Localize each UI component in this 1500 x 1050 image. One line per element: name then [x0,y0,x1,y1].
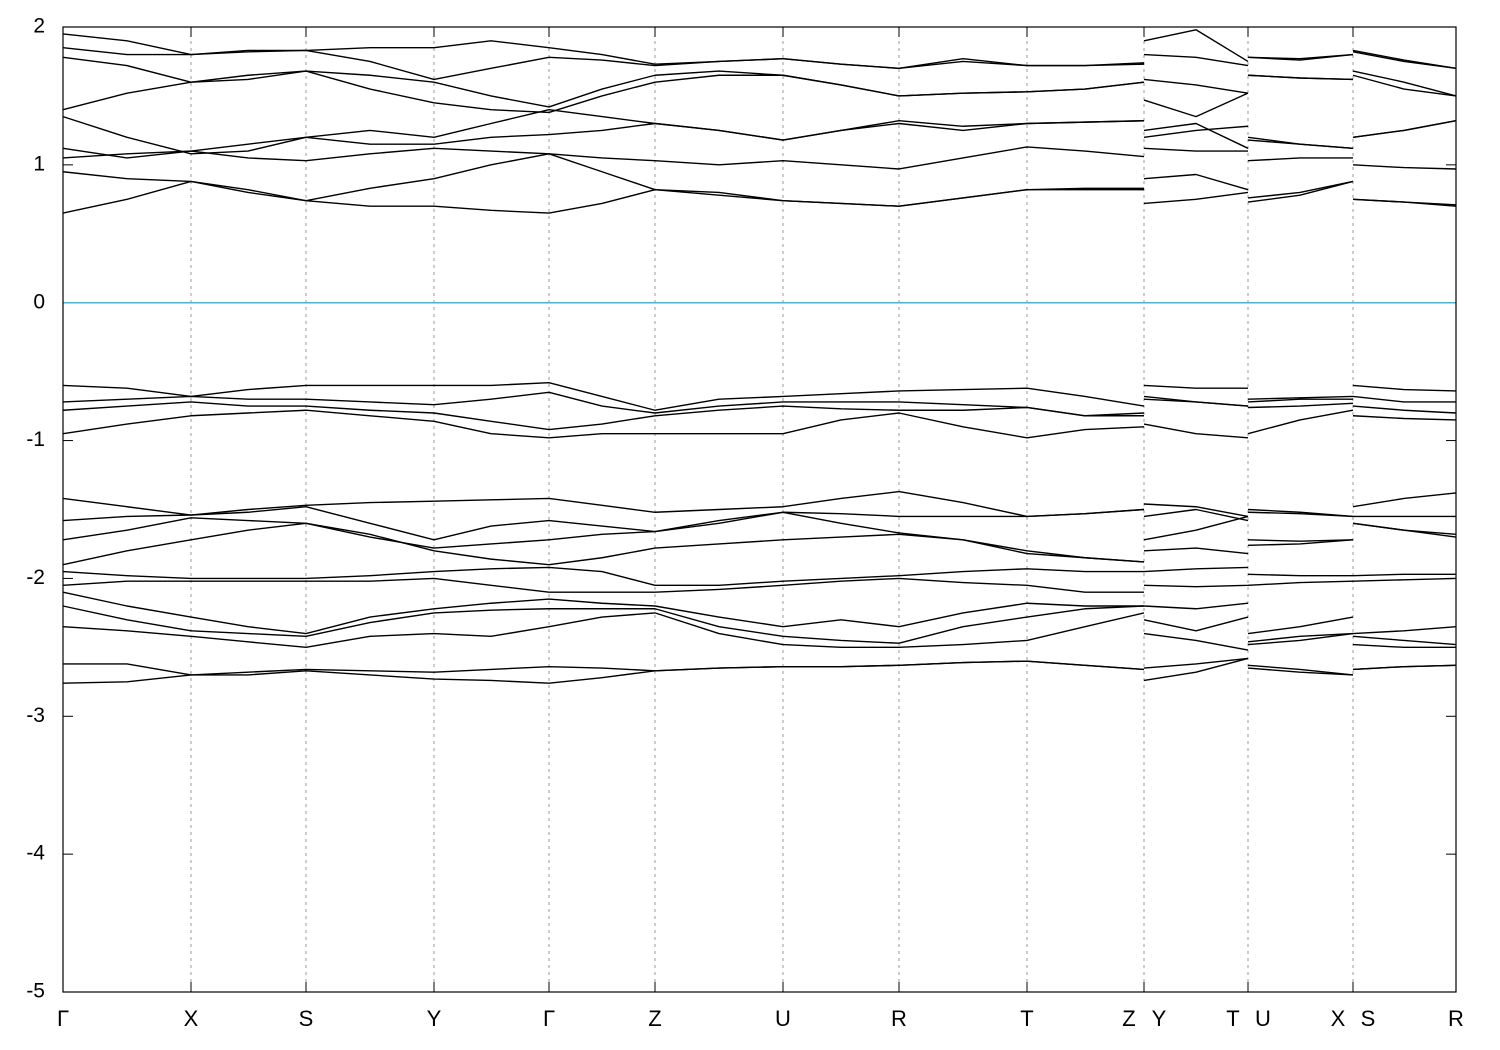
y-tick-label: -1 [26,428,45,451]
x-tick-label: U [775,1006,791,1031]
band [63,657,1457,676]
band [62,395,1457,431]
band [62,522,1457,566]
band [62,490,1457,518]
band [62,146,1457,170]
band [62,577,1457,593]
band [62,612,1456,651]
x-tick-label: Γ [543,1006,555,1031]
band [62,56,1457,108]
y-tick-label: -4 [26,842,45,865]
x-tick-label: Z [1122,1006,1135,1031]
x-tick-label: X [1331,1006,1346,1031]
band [62,46,1457,81]
band [62,566,1456,587]
band [62,409,1457,439]
band [62,381,1457,411]
x-tick-label: T [1020,1006,1033,1031]
y-tick-label: 1 [33,152,45,175]
y-tick-label: -5 [26,980,45,1003]
x-tick-label: Z [648,1006,661,1031]
x-tick-label: U [1255,1006,1271,1031]
x-tick-label: R [891,1006,907,1031]
y-tick-label: 2 [33,15,45,38]
x-tick-label: R [1448,1006,1464,1031]
x-tick-label: T [1226,1006,1239,1031]
band [62,657,1457,684]
x-tick-label: Γ [57,1006,69,1031]
band [62,591,1457,635]
plot-frame [62,26,1457,993]
band [62,605,1457,646]
band [62,506,1456,541]
band [62,180,1457,214]
band [62,29,1457,70]
x-tick-label: Y [1152,1006,1167,1031]
band [62,70,1457,118]
x-tick-label: S [1361,1006,1376,1031]
x-tick-label: S [299,1006,314,1031]
band [62,511,1457,563]
x-tick-label: X [184,1006,199,1031]
y-tick-label: -2 [26,566,45,589]
band [62,109,1457,155]
y-tick-label: -3 [26,704,45,727]
y-tick-label: 0 [33,290,45,313]
band [62,120,1457,159]
band [62,153,1457,207]
x-tick-label: Y [427,1006,442,1031]
